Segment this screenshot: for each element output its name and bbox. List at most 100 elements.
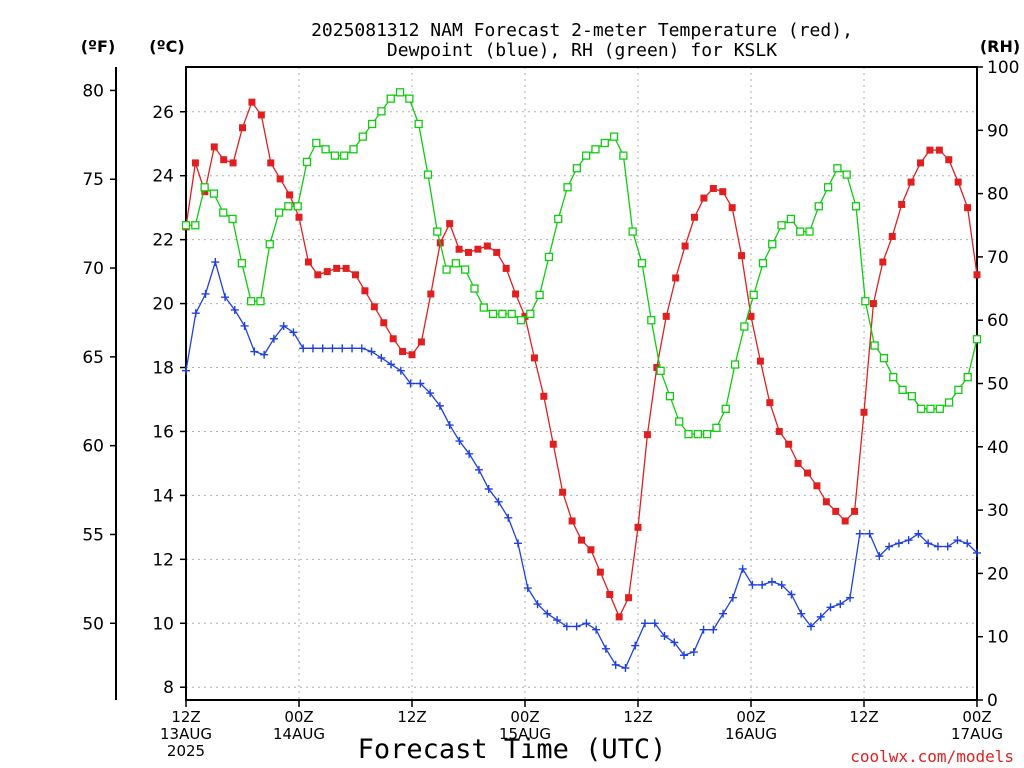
dewpoint-point: [728, 593, 737, 602]
temperature-point: [738, 252, 746, 260]
rh-point: [414, 119, 423, 129]
rh-point: [712, 423, 721, 432]
celsius-tick-label: 18: [152, 359, 174, 379]
dewpoint-point: [416, 379, 425, 388]
rh-point: [693, 429, 702, 439]
rh-point: [675, 417, 684, 426]
temperature-point: [502, 264, 510, 272]
dewpoint-point: [435, 401, 444, 410]
temperature-point: [201, 188, 209, 196]
rh-point: [405, 94, 414, 103]
rh-point: [274, 208, 284, 217]
dewpoint-point: [758, 580, 767, 589]
temperature-point: [361, 287, 369, 295]
rh-point: [861, 297, 870, 306]
rh-point: [526, 309, 535, 319]
temperature-point: [973, 271, 981, 279]
rh-point: [246, 297, 256, 306]
rh-point: [637, 259, 647, 268]
dewpoint-point: [787, 590, 796, 599]
dewpoint-point: [660, 632, 669, 641]
rh-tick-label: 60: [987, 311, 1009, 331]
dewpoint-point: [904, 536, 913, 545]
temperature-point: [869, 300, 877, 308]
rh-point: [386, 94, 395, 103]
rh-point: [740, 322, 749, 331]
dewpoint-point: [689, 648, 698, 657]
temperature-point: [267, 159, 275, 167]
temperature-point: [342, 264, 350, 272]
temperature-point: [314, 271, 322, 279]
dewpoint-point: [289, 328, 298, 337]
rh-point: [340, 151, 349, 160]
dewpoint-point: [465, 449, 474, 458]
dewpoint-point: [914, 529, 923, 538]
temperature-point: [851, 507, 859, 515]
x-tick-label: 00Z: [962, 708, 991, 726]
dewpoint-series: [182, 258, 981, 673]
temperature-point: [352, 271, 359, 279]
rh-point: [219, 208, 228, 217]
dewpoint-point: [318, 344, 327, 353]
rh-tick-label: 90: [987, 121, 1009, 141]
fahrenheit-tick-label: 70: [82, 259, 104, 279]
rh-point: [470, 284, 479, 293]
dewpoint-point: [973, 548, 981, 557]
rh-point: [917, 404, 926, 413]
celsius-tick-label: 8: [163, 678, 174, 698]
dewpoint-point: [553, 616, 562, 625]
rh-point: [321, 145, 330, 154]
celsius-tick-label: 24: [152, 167, 174, 187]
rh-point: [656, 366, 665, 375]
rh-tick-label: 50: [987, 375, 1009, 395]
temperature-point: [257, 111, 265, 119]
temperature-point: [323, 268, 331, 276]
dewpoint-point: [377, 353, 386, 362]
dewpoint-point: [640, 619, 649, 628]
temperature-point: [568, 517, 576, 525]
rh-point: [507, 309, 516, 319]
dewpoint-point: [299, 344, 308, 353]
dewpoint-point: [260, 350, 269, 359]
rh-point: [963, 373, 972, 382]
temperature-point: [935, 146, 943, 154]
x-tick-label: 12Z: [623, 708, 652, 726]
rh-point: [851, 202, 861, 211]
rh-point: [200, 183, 209, 192]
rh-point: [377, 107, 386, 116]
temperature-point: [879, 258, 887, 266]
rh-point: [433, 227, 442, 236]
rh-point: [544, 252, 554, 262]
rh-point: [665, 392, 675, 401]
x-axis-label: Forecast Time (UTC): [358, 734, 667, 765]
dewpoint-point: [592, 625, 601, 634]
x-tick-label: 12Z: [171, 708, 200, 726]
chart-title-line2: Dewpoint (blue), RH (green) for KSLK: [387, 40, 777, 61]
rh-point: [181, 221, 191, 230]
rh-point: [256, 297, 265, 306]
rh-point: [898, 385, 907, 394]
rh-point: [349, 145, 358, 154]
rh-point: [609, 132, 619, 141]
rh-point: [367, 119, 377, 129]
x-tick-label: 00Z: [284, 708, 313, 726]
dewpoint-point: [543, 609, 552, 618]
dewpoint-line: [185, 259, 978, 669]
celsius-tick-label: 12: [152, 550, 174, 570]
dewpoint-point: [943, 542, 952, 551]
fahrenheit-unit-label: (ºF): [81, 37, 116, 56]
rh-point: [302, 157, 312, 167]
temperature-point: [672, 274, 680, 282]
temperature-point: [587, 546, 595, 554]
dewpoint-point: [865, 529, 874, 538]
x-tick-label: 13AUG: [160, 725, 212, 743]
rh-point: [284, 202, 293, 211]
celsius-tick-label: 22: [152, 231, 174, 251]
dewpoint-point: [269, 334, 278, 343]
rh-point: [926, 404, 935, 413]
x-tick-label: 16AUG: [725, 725, 777, 743]
temperature-point: [596, 568, 604, 576]
rh-tick-label: 70: [987, 248, 1009, 268]
celsius-tick-label: 10: [152, 614, 174, 634]
